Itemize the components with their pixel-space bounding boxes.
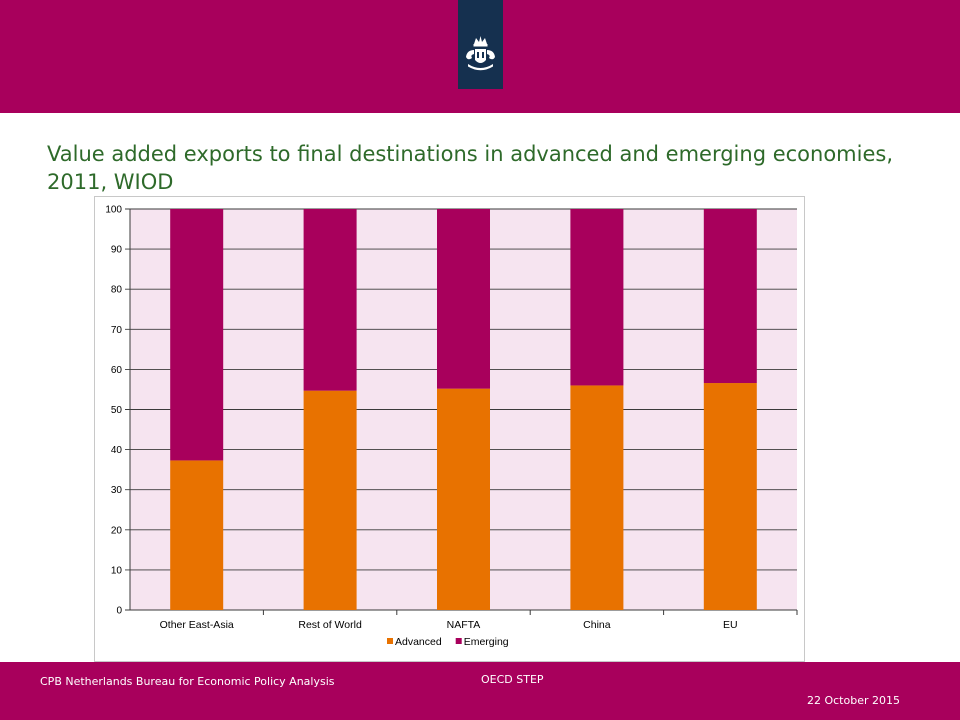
bar-advanced-4: [703, 383, 757, 610]
footer-organization: CPB Netherlands Bureau for Economic Poli…: [40, 675, 335, 688]
y-tick-label: 100: [105, 205, 122, 216]
footer-event: OECD STEP: [481, 673, 544, 686]
y-tick-label: 80: [111, 285, 123, 296]
bar-emerging-3: [570, 209, 624, 386]
royal-crest-icon: [466, 36, 495, 71]
legend-label-emerging: Emerging: [464, 636, 509, 648]
y-tick-label: 50: [111, 405, 123, 416]
bar-emerging-1: [303, 209, 357, 391]
y-tick-label: 70: [111, 325, 123, 336]
legend-label-advanced: Advanced: [395, 636, 442, 648]
x-tick-label: EU: [723, 619, 738, 631]
chart-container: 0 10 20 30 40 50 60 70 80 90 100 Other East-Asia Res…: [94, 196, 805, 662]
x-tick-label: Rest of World: [298, 619, 362, 631]
bar-emerging-4: [703, 209, 757, 384]
footer-band: [0, 662, 960, 720]
x-tick-label: NAFTA: [447, 619, 481, 631]
bar-emerging-2: [437, 209, 490, 389]
y-tick-label: 0: [116, 606, 122, 617]
y-tick-label: 30: [111, 485, 123, 496]
y-tick-label: 10: [111, 565, 123, 576]
slide-title: Value added exports to final destination…: [47, 142, 894, 194]
bar-advanced-3: [570, 385, 624, 610]
bar-emerging-0: [170, 209, 224, 461]
footer-date: 22 October 2015: [806, 694, 900, 707]
legend-swatch-advanced: [387, 638, 393, 644]
government-logo: [458, 0, 503, 89]
y-tick-label: 40: [111, 445, 123, 456]
y-tick-label: 60: [111, 365, 123, 376]
y-tick-label: 20: [111, 525, 123, 536]
x-tick-label: Other East-Asia: [160, 619, 234, 631]
bar-advanced-0: [170, 460, 224, 610]
legend-swatch-emerging: [455, 638, 462, 644]
x-tick-label: China: [583, 619, 611, 631]
bar-advanced-1: [303, 390, 357, 610]
bar-advanced-2: [437, 388, 490, 610]
stacked-bar-chart: 0 10 20 30 40 50 60 70 80 90 100 Other East-Asia Res…: [105, 205, 798, 648]
y-tick-label: 90: [111, 245, 123, 256]
